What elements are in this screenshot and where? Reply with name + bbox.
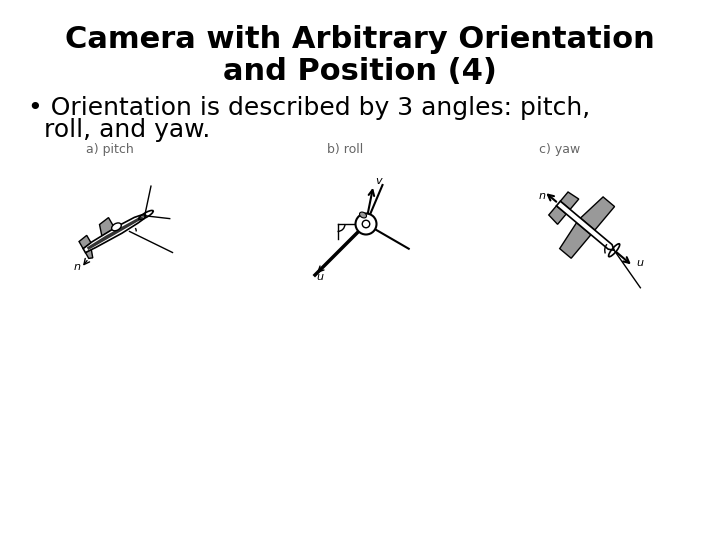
Text: • Orientation is described by 3 angles: pitch,: • Orientation is described by 3 angles: … — [28, 96, 590, 120]
Text: Camera with Arbitrary Orientation: Camera with Arbitrary Orientation — [65, 25, 655, 55]
Polygon shape — [79, 235, 91, 249]
Polygon shape — [549, 206, 566, 224]
Polygon shape — [559, 222, 591, 258]
Text: n: n — [539, 192, 546, 201]
Ellipse shape — [112, 223, 121, 231]
Text: b) roll: b) roll — [327, 144, 363, 157]
Text: n: n — [73, 262, 81, 272]
Text: u: u — [636, 258, 643, 268]
Polygon shape — [86, 249, 93, 259]
Circle shape — [356, 213, 377, 234]
Polygon shape — [99, 218, 115, 236]
Text: a) pitch: a) pitch — [86, 144, 134, 157]
Polygon shape — [87, 216, 145, 250]
Text: v: v — [375, 176, 382, 186]
Polygon shape — [557, 201, 614, 250]
Text: and Position (4): and Position (4) — [223, 57, 497, 86]
Text: u: u — [317, 272, 323, 282]
Polygon shape — [83, 215, 146, 253]
Circle shape — [362, 220, 370, 228]
Text: roll, and yaw.: roll, and yaw. — [28, 118, 210, 142]
Text: c) yaw: c) yaw — [539, 144, 580, 157]
Ellipse shape — [359, 212, 366, 218]
Polygon shape — [580, 197, 615, 230]
Polygon shape — [560, 192, 579, 210]
